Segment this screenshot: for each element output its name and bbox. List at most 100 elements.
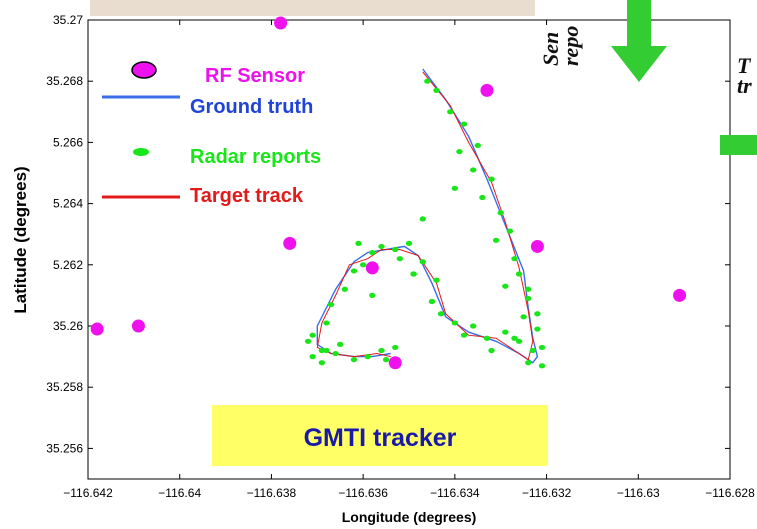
- radar-report-point: [502, 283, 509, 289]
- x-tick-label: −116.642: [63, 486, 113, 500]
- callout-text: GMTI tracker: [304, 424, 457, 452]
- radar-report-point: [350, 268, 358, 274]
- radar-report-point: [337, 341, 344, 347]
- radar-report-point: [419, 259, 426, 265]
- radar-report-point: [451, 185, 459, 191]
- x-axis: −116.642 −116.64 −116.638 −116.636 −116.634 −…: [63, 20, 755, 500]
- radar-report-point: [520, 314, 527, 320]
- radar-report-point: [447, 109, 454, 115]
- radar-report-point: [323, 347, 330, 354]
- series-ground-truth: [316, 68, 539, 364]
- x-tick-label: −116.638: [247, 486, 297, 500]
- radar-report-point: [525, 295, 532, 302]
- radar-report-point: [538, 344, 546, 351]
- right-arrow-icon: [720, 135, 757, 155]
- x-tick-label: −116.63: [617, 486, 660, 500]
- radar-report-point: [470, 167, 477, 173]
- radar-report-point: [511, 256, 518, 262]
- radar-report-point: [483, 335, 491, 341]
- legend-ground-truth-label: Ground truth: [190, 96, 313, 118]
- y-tick-label: 35.26: [53, 319, 83, 333]
- down-arrow-icon: [611, 0, 667, 82]
- radar-report-point: [511, 335, 518, 341]
- x-tick-label: −116.628: [705, 486, 755, 500]
- radar-report-point: [341, 286, 348, 292]
- radar-report-point: [488, 176, 495, 182]
- radar-report-point: [392, 344, 399, 351]
- series-rf-sensor: [90, 16, 687, 370]
- radar-report-point: [479, 194, 486, 201]
- rf-sensor-point: [90, 322, 104, 336]
- radar-report-point: [502, 329, 509, 335]
- radar-report-point: [396, 256, 404, 262]
- radar-report-point: [424, 78, 431, 84]
- radar-report-point: [515, 338, 523, 344]
- y-tick-label: 35.258: [46, 380, 83, 394]
- radar-report-point: [515, 271, 523, 277]
- legend: RF Sensor Ground truth Radar reports Tar…: [102, 61, 321, 207]
- ground-truth-line: [316, 68, 539, 364]
- radar-report-point: [364, 354, 371, 360]
- radar-report-point: [460, 121, 468, 127]
- target-track-note: T tr: [737, 53, 752, 98]
- legend-radar-reports-marker: [133, 148, 149, 156]
- x-tick-label: −116.636: [338, 486, 388, 500]
- radar-report-point: [525, 360, 532, 366]
- radar-report-point: [304, 338, 312, 344]
- y-tick-label: 35.268: [46, 74, 83, 88]
- radar-report-point: [318, 360, 326, 366]
- radar-report-point: [474, 142, 481, 149]
- radar-report-point: [433, 87, 440, 93]
- radar-report-point: [369, 292, 376, 298]
- legend-target-track-label: Target track: [190, 185, 304, 207]
- sensor-reports-note: Sen repo: [538, 25, 583, 66]
- radar-report-point: [419, 216, 426, 222]
- rf-sensor-point: [365, 261, 379, 275]
- x-tick-label: −116.634: [430, 486, 480, 500]
- y-tick-label: 5.264: [53, 197, 83, 211]
- radar-report-point: [529, 347, 537, 354]
- radar-report-point: [433, 277, 440, 283]
- rf-sensor-point: [131, 319, 145, 333]
- radar-report-point: [470, 323, 477, 329]
- radar-report-point: [378, 243, 385, 250]
- legend-rf-sensor-marker: [131, 61, 157, 79]
- radar-report-point: [506, 228, 514, 234]
- rf-sensor-point: [530, 239, 544, 253]
- callout-box: [212, 405, 548, 466]
- radar-report-point: [323, 320, 330, 326]
- radar-report-point: [382, 357, 390, 363]
- radar-report-point: [355, 240, 362, 246]
- radar-report-point: [525, 286, 532, 292]
- top-decoration-band: [90, 0, 535, 16]
- radar-report-point: [460, 332, 468, 338]
- radar-report-point: [534, 311, 541, 317]
- radar-report-point: [327, 301, 335, 308]
- radar-report-point: [332, 350, 339, 357]
- y-tick-label: 35.256: [46, 441, 83, 455]
- radar-report-point: [410, 271, 417, 277]
- legend-rf-sensor-label: RF Sensor: [205, 65, 305, 87]
- radar-report-point: [497, 210, 504, 216]
- radar-report-point: [309, 354, 316, 360]
- radar-report-point: [378, 347, 385, 354]
- arrows: [611, 0, 757, 155]
- radar-report-point: [428, 298, 436, 305]
- y-axis-label: Latitude (degrees): [11, 166, 30, 313]
- radar-report-point: [437, 311, 445, 317]
- radar-report-point: [456, 148, 463, 155]
- radar-report-point: [451, 320, 459, 326]
- radar-report-point: [492, 237, 500, 243]
- rf-sensor-point: [388, 356, 402, 370]
- radar-report-point: [534, 326, 541, 332]
- y-tick-label: 5.262: [53, 258, 83, 272]
- rf-sensor-point: [283, 236, 297, 250]
- radar-report-point: [309, 332, 316, 338]
- radar-report-point: [318, 347, 326, 354]
- gmti-tracker-callout: GMTI tracker: [212, 405, 548, 466]
- radar-report-point: [350, 357, 358, 363]
- rf-sensor-point: [480, 83, 494, 97]
- series-radar-reports: [304, 78, 546, 369]
- radar-report-point: [488, 347, 495, 354]
